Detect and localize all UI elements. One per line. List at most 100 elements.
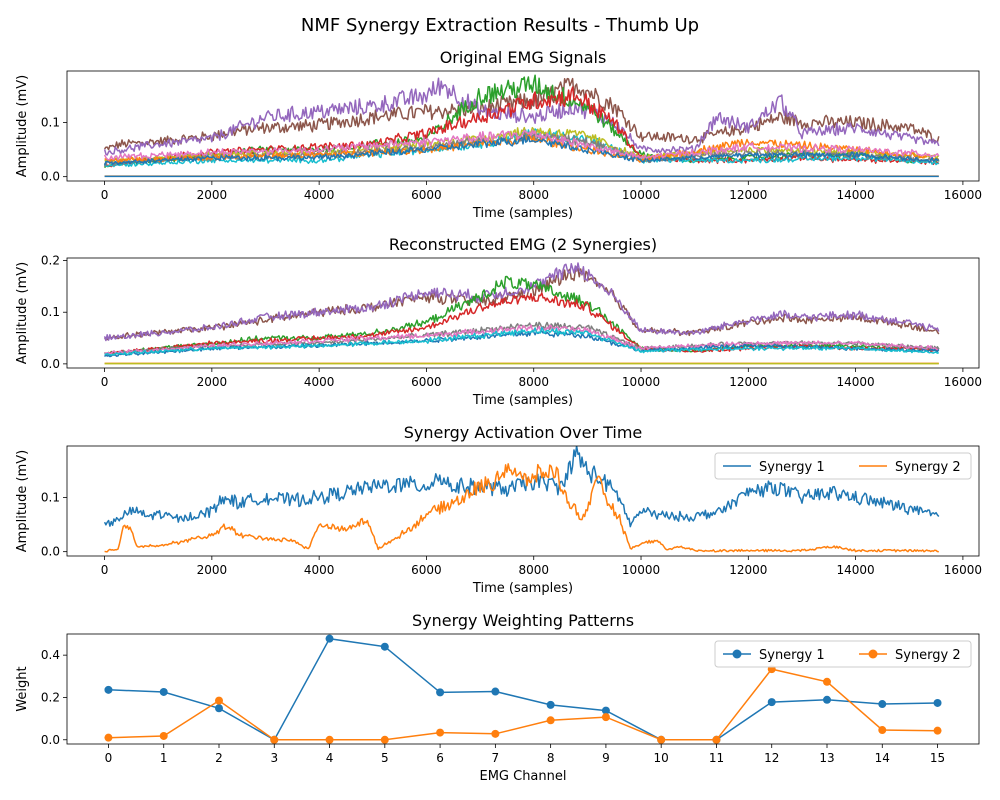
x-tick-label: 12000 bbox=[729, 563, 767, 577]
y-tick-label: 0.2 bbox=[41, 254, 60, 268]
x-tick-label: 11 bbox=[709, 751, 724, 765]
series-line bbox=[104, 292, 940, 355]
data-point bbox=[823, 695, 831, 704]
x-axis-label: Time (samples) bbox=[472, 206, 573, 221]
x-tick-label: 4000 bbox=[304, 563, 335, 577]
series-line bbox=[104, 326, 940, 356]
x-axis-label: Time (samples) bbox=[472, 393, 573, 408]
panel-1: Reconstructed EMG (2 Synergies) 0 2000 4000… bbox=[15, 235, 982, 408]
panel-title: Original EMG Signals bbox=[440, 48, 607, 67]
y-tick-label: 0.1 bbox=[41, 115, 60, 129]
x-tick-label: 12 bbox=[764, 751, 779, 765]
x-tick-label: 16000 bbox=[944, 563, 982, 577]
panel-0: Original EMG Signals 0 2000 4000 6000 8000 100… bbox=[15, 48, 982, 221]
x-tick-label: 2 bbox=[215, 751, 223, 765]
data-point bbox=[657, 735, 666, 744]
axes-frame bbox=[66, 70, 980, 182]
x-tick-label: 9 bbox=[602, 751, 610, 765]
data-point bbox=[325, 735, 334, 744]
panel-title: Synergy Activation Over Time bbox=[404, 423, 643, 442]
data-point bbox=[436, 728, 445, 737]
panel-title: Reconstructed EMG (2 Synergies) bbox=[389, 235, 657, 254]
legend-label: Synergy 2 bbox=[895, 460, 961, 475]
x-tick-label: 6000 bbox=[411, 375, 442, 389]
x-tick-label: 14000 bbox=[837, 375, 875, 389]
x-tick-label: 3 bbox=[270, 751, 278, 765]
x-tick-label: 16000 bbox=[944, 375, 982, 389]
series-line bbox=[103, 77, 940, 156]
series-line bbox=[108, 637, 938, 741]
figure-title: NMF Synergy Extraction Results - Thumb U… bbox=[301, 15, 699, 36]
data-point bbox=[215, 696, 223, 705]
x-tick-label: 4000 bbox=[304, 375, 335, 389]
x-tick-label: 0 bbox=[101, 188, 109, 202]
y-tick-label: 0.1 bbox=[41, 490, 60, 504]
y-axis-label: Amplitude (mV) bbox=[15, 75, 30, 177]
data-point bbox=[933, 726, 942, 735]
y-axis-label: Amplitude (mV) bbox=[15, 450, 30, 552]
x-tick-label: 16000 bbox=[944, 188, 982, 202]
series-line bbox=[103, 129, 940, 161]
data-point bbox=[712, 735, 721, 744]
x-tick-label: 8000 bbox=[518, 375, 549, 389]
data-point bbox=[436, 688, 445, 697]
y-tick-label: 0.0 bbox=[41, 733, 60, 747]
data-point bbox=[601, 706, 610, 715]
data-point bbox=[380, 642, 389, 651]
x-tick-label: 2000 bbox=[197, 563, 228, 577]
y-tick-label: 0.0 bbox=[41, 545, 60, 559]
x-tick-label: 1 bbox=[160, 751, 168, 765]
x-tick-label: 12000 bbox=[729, 375, 767, 389]
data-point bbox=[270, 735, 279, 744]
data-point bbox=[159, 731, 168, 740]
y-tick-label: 0.1 bbox=[41, 305, 60, 319]
data-point bbox=[546, 716, 555, 725]
x-tick-label: 5 bbox=[381, 751, 389, 765]
x-tick-label: 10000 bbox=[622, 563, 660, 577]
series-line bbox=[104, 463, 939, 553]
legend-label: Synergy 1 bbox=[759, 460, 825, 475]
x-tick-label: 7 bbox=[492, 751, 500, 765]
axes-frame bbox=[66, 633, 980, 745]
x-tick-label: 13 bbox=[819, 751, 834, 765]
x-tick-label: 10000 bbox=[622, 375, 660, 389]
x-axis-label: EMG Channel bbox=[479, 769, 566, 784]
data-point bbox=[878, 700, 887, 709]
data-point bbox=[878, 726, 887, 735]
panel-title: Synergy Weighting Patterns bbox=[412, 611, 634, 630]
x-tick-label: 0 bbox=[101, 375, 109, 389]
data-point bbox=[104, 733, 113, 742]
y-axis-label: Weight bbox=[15, 666, 30, 711]
data-point bbox=[159, 687, 168, 696]
y-axis-label: Amplitude (mV) bbox=[15, 262, 30, 364]
data-point bbox=[380, 735, 389, 744]
x-tick-label: 8000 bbox=[518, 188, 549, 202]
legend-label: Synergy 1 bbox=[759, 648, 825, 663]
legend: Synergy 1 Synergy 2 bbox=[714, 640, 972, 668]
y-tick-label: 0.2 bbox=[41, 690, 60, 704]
x-tick-label: 14 bbox=[875, 751, 890, 765]
x-tick-label: 2000 bbox=[197, 375, 228, 389]
data-point bbox=[601, 713, 610, 722]
data-point bbox=[767, 698, 776, 707]
x-tick-label: 14000 bbox=[837, 563, 875, 577]
series-line bbox=[103, 262, 940, 342]
x-tick-label: 10 bbox=[654, 751, 669, 765]
series-line bbox=[103, 446, 940, 528]
data-point bbox=[104, 685, 113, 694]
x-tick-label: 10000 bbox=[622, 188, 660, 202]
data-point bbox=[491, 729, 500, 738]
data-point bbox=[933, 698, 942, 707]
series-line bbox=[103, 134, 940, 166]
data-point bbox=[546, 700, 555, 709]
legend: Synergy 1 Synergy 2 bbox=[714, 452, 972, 480]
axes-frame bbox=[66, 257, 980, 369]
data-point bbox=[823, 677, 831, 686]
x-tick-label: 8000 bbox=[518, 563, 549, 577]
x-axis-label: Time (samples) bbox=[472, 581, 573, 596]
x-tick-label: 4000 bbox=[304, 188, 335, 202]
y-tick-label: 0.0 bbox=[41, 357, 60, 371]
data-point bbox=[215, 704, 223, 713]
